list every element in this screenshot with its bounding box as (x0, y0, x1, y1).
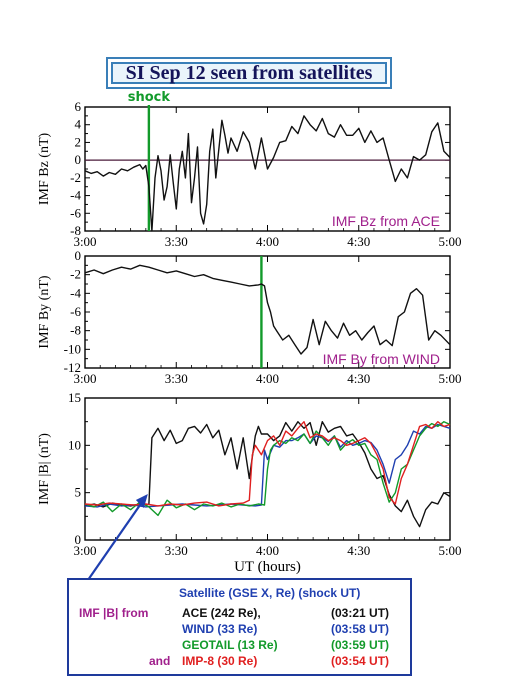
x-tick-label: 5:00 (438, 371, 461, 386)
y-axis-label: IMF Bz (nT) (37, 133, 52, 206)
page-title: SI Sep 12 seen from satellites (111, 62, 387, 84)
series-line-red (84, 421, 451, 507)
x-tick-label: 3:30 (165, 371, 188, 386)
y-tick-label: -4 (70, 285, 81, 300)
legend-imp8-name: IMP-8 (30 Re) (182, 654, 258, 668)
legend-header: Satellite (GSE X, Re) (shock UT) (179, 586, 361, 600)
y-tick-label: 0 (75, 248, 82, 263)
x-tick-label: 4:00 (256, 371, 279, 386)
y-tick-label: -6 (70, 205, 81, 220)
x-tick-label: 3:00 (73, 234, 96, 249)
legend-wind-time: (03:58 UT) (331, 622, 390, 636)
page-title-box: SI Sep 12 seen from satellites (106, 57, 392, 89)
legend-and: and (149, 654, 171, 668)
y-tick-label: 4 (75, 117, 82, 132)
chart-panel-2: 0 -2 -4 -6 -8 -10 -123:00 3:30 4:00 4:30 5:00 IMF B… (37, 248, 462, 386)
x-tick-label: 4:00 (256, 543, 279, 558)
y-tick-label: -8 (70, 323, 81, 338)
y-tick-label: 15 (68, 390, 81, 405)
x-tick-label: 3:30 (165, 234, 188, 249)
series-line-black (84, 115, 451, 232)
x-tick-label: 3:30 (165, 543, 188, 558)
panel-annotation: IMF Bz from ACE (332, 213, 440, 229)
shock-label: shock (128, 90, 171, 105)
x-tick-label: 4:00 (256, 234, 279, 249)
series-line-black (84, 421, 451, 528)
legend-wind-name: WIND (33 Re) (182, 622, 258, 636)
y-tick-label: -2 (70, 267, 81, 282)
legend-box: Satellite (GSE X, Re) (shock UT) IMF |B|… (67, 578, 412, 676)
y-axis-label: IMF By (nT) (37, 275, 52, 348)
y-axis-label: IMF |B| (nT) (37, 433, 52, 505)
pointer-arrow-head (135, 494, 148, 508)
y-tick-label: 0 (75, 532, 82, 547)
pointer-arrow-shaft (87, 497, 146, 581)
legend-geotail-name: GEOTAIL (13 Re) (182, 638, 278, 652)
y-tick-label: -10 (64, 341, 81, 356)
x-tick-label: 4:30 (347, 543, 370, 558)
series-line-black (84, 264, 451, 355)
y-tick-label: -6 (70, 304, 81, 319)
legend-geotail-time: (03:59 UT) (331, 638, 390, 652)
x-tick-label: 4:30 (347, 371, 370, 386)
legend-ace-name: ACE (242 Re), (182, 606, 261, 620)
y-tick-label: -2 (70, 170, 81, 185)
y-tick-label: 5 (75, 485, 82, 500)
y-tick-label: -12 (64, 360, 81, 375)
panel-annotation: IMF By from WIND (323, 351, 440, 367)
y-tick-label: -8 (70, 223, 81, 238)
legend-imp8-time: (03:54 UT) (331, 654, 390, 668)
y-tick-label: 6 (75, 99, 82, 114)
y-tick-label: 0 (75, 152, 82, 167)
x-tick-label: 5:00 (438, 234, 461, 249)
x-tick-label: 3:00 (73, 543, 96, 558)
x-tick-label: 5:00 (438, 543, 461, 558)
chart-panel-1: 6 4 2 0 -2 -4 -6 -83:00 3:30 4:00 4:30 5:00 IMF Bz (… (37, 90, 462, 249)
legend-prefix: IMF |B| from (79, 606, 149, 620)
chart-panel-3: 0 5 10 15 3:00 3:30 4:00 4:30 5:00 IMF |B| (nT) (37, 390, 462, 558)
y-tick-label: 2 (75, 134, 82, 149)
legend-ace-time: (03:21 UT) (331, 606, 390, 620)
y-tick-label: 10 (68, 437, 81, 452)
x-tick-label: 3:00 (73, 371, 96, 386)
x-tick-label: 4:30 (347, 234, 370, 249)
y-tick-label: -4 (70, 188, 81, 203)
x-axis-label: UT (hours) (234, 559, 301, 575)
